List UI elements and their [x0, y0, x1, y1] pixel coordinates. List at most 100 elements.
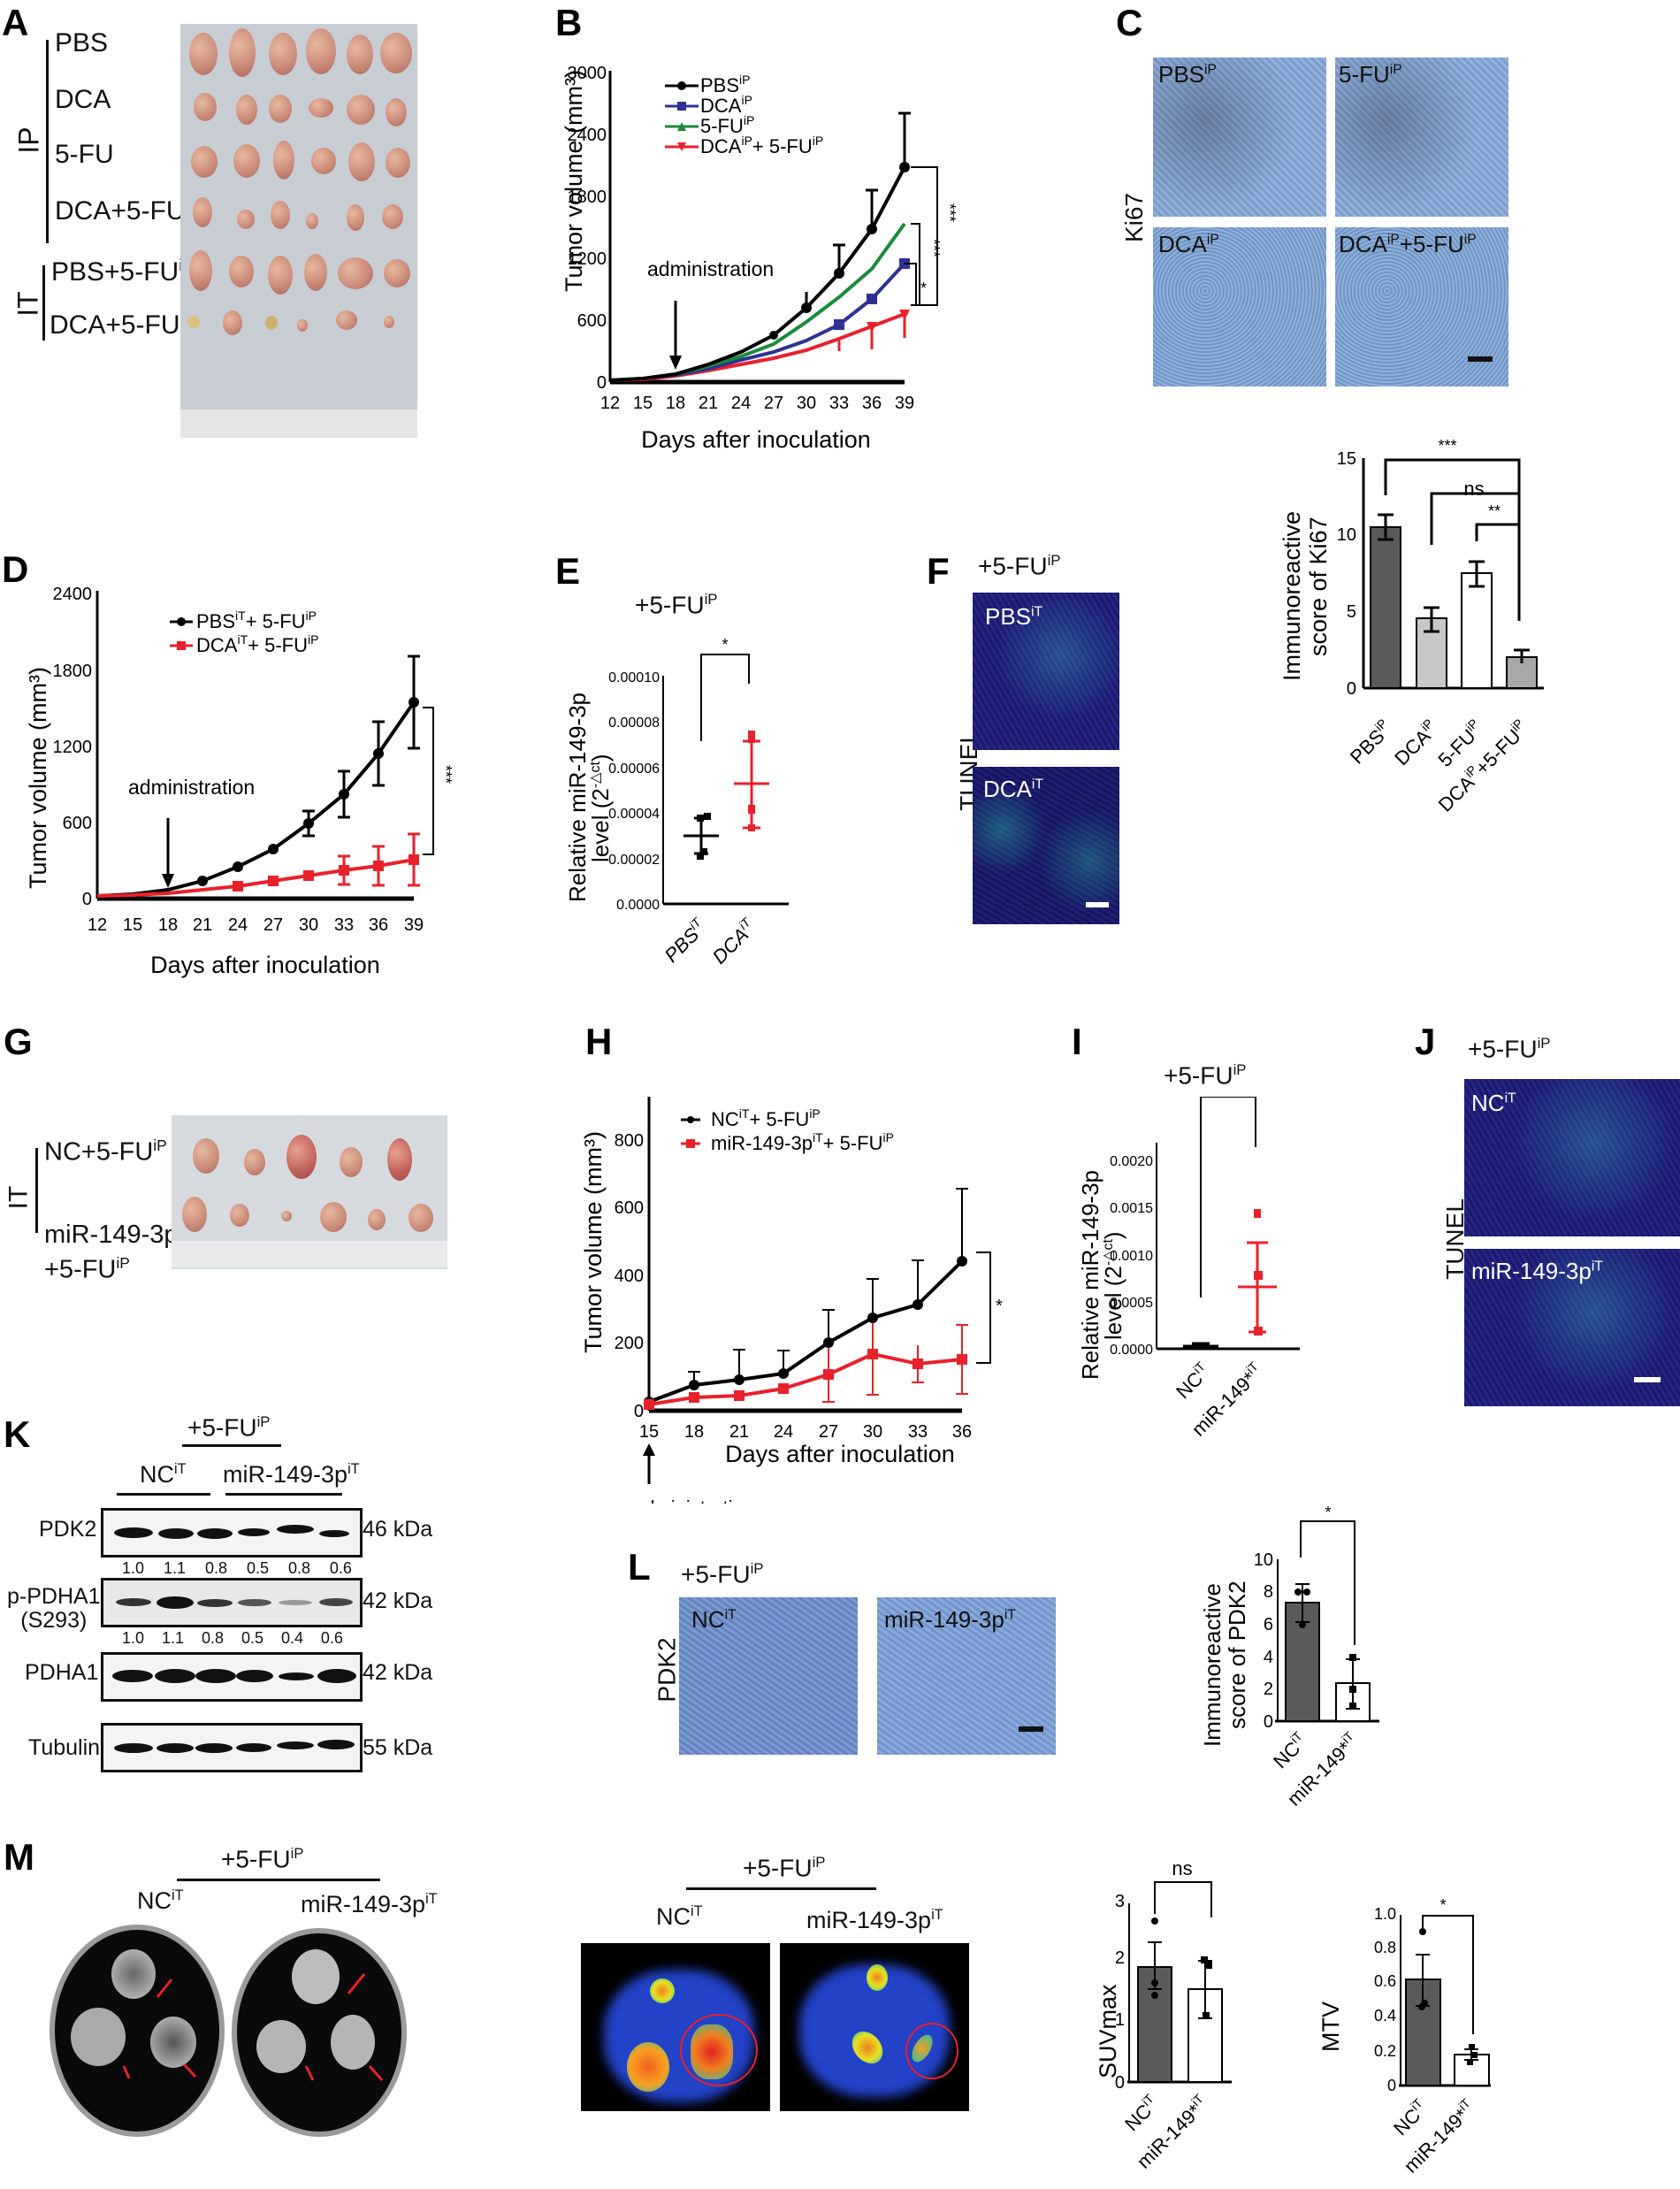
- svg-text:0.00004: 0.00004: [608, 807, 660, 822]
- svg-text:15: 15: [639, 1422, 659, 1442]
- svg-text:Days after inoculation: Days after inoculation: [641, 426, 871, 453]
- panel-label-a: A: [2, 2, 29, 43]
- svg-text:DCAiT+ 5-FUiP: DCAiT+ 5-FUiP: [196, 632, 318, 656]
- it-bracket: [35, 1148, 38, 1233]
- pet-image-mir149: [780, 1943, 969, 2111]
- group-label: NCiT: [140, 1461, 187, 1488]
- image-label: NCiT: [691, 1606, 737, 1633]
- route-it-label: IT: [11, 291, 44, 317]
- svg-text:NCiT: NCiT: [1119, 2091, 1164, 2135]
- chart-l-pdk2-score: Immunoreactive score of PDK2 0 2 4 6 8 10 * N…: [1199, 1504, 1379, 1810]
- svg-text:0.0015: 0.0015: [1110, 1201, 1153, 1216]
- svg-text:Tumor volume (mm³): Tumor volume (mm³): [561, 70, 587, 292]
- svg-text:0: 0: [1264, 1712, 1273, 1732]
- stain-label-pdk2: PDK2: [653, 1637, 681, 1703]
- ihc-image: DCAiP: [1153, 227, 1326, 387]
- svg-text:10: 10: [1337, 525, 1356, 545]
- western-blot-pdha1: [101, 1652, 363, 1702]
- svg-text:18: 18: [684, 1422, 704, 1442]
- sig-marker: *: [996, 1297, 1003, 1316]
- panel-label-m: M: [4, 1836, 34, 1878]
- svg-text:15: 15: [633, 394, 653, 413]
- svg-text:3: 3: [1115, 1892, 1125, 1911]
- mw-label: 42 kDa: [363, 1588, 433, 1613]
- svg-text:0.2: 0.2: [1374, 2042, 1396, 2060]
- svg-text:Immunoreactive: Immunoreactive: [1279, 511, 1305, 681]
- svg-text:800: 800: [615, 1131, 644, 1151]
- svg-text:36: 36: [862, 394, 882, 413]
- panel-label-j: J: [1415, 1021, 1436, 1062]
- svg-text:1.0: 1.0: [1374, 1905, 1396, 1923]
- svg-text:1200: 1200: [568, 249, 607, 269]
- svg-text:DCAiP+ 5-FUiP: DCAiP+ 5-FUiP: [700, 134, 823, 157]
- group-label: NCiT: [137, 1887, 184, 1914]
- chart-title: +5-FUiP: [1164, 1061, 1247, 1090]
- svg-text:5-FUiP: 5-FUiP: [700, 113, 754, 137]
- treatment-underline: [182, 1444, 281, 1447]
- panel-label-g: G: [4, 1021, 33, 1062]
- image-title: +5-FUiP: [978, 552, 1061, 580]
- image-label: PBSiP: [1158, 61, 1217, 88]
- sig-marker: ***: [1438, 437, 1456, 455]
- scale-bar: [1634, 1377, 1661, 1382]
- svg-text:600: 600: [63, 814, 92, 833]
- svg-text:score of Ki67: score of Ki67: [1305, 517, 1332, 656]
- route-it-label: IT: [4, 1185, 34, 1210]
- ihc-image: NCiT: [679, 1597, 858, 1755]
- svg-text:2400: 2400: [568, 126, 607, 145]
- row-label: DCA+5-FU: [55, 196, 186, 226]
- svg-text:8: 8: [1264, 1582, 1273, 1602]
- svg-text:level (2-△ct): level (2-△ct): [1100, 1231, 1126, 1340]
- mw-label: 46 kDa: [363, 1517, 433, 1542]
- quant-row: 1.0 1.1 0.8 0.5 0.8 0.6: [122, 1559, 352, 1577]
- svg-text:6: 6: [1264, 1615, 1273, 1634]
- svg-text:DCAiT: DCAiT: [706, 914, 760, 968]
- svg-text:12: 12: [600, 394, 620, 413]
- ip-bracket: [46, 40, 49, 243]
- svg-text:24: 24: [731, 394, 751, 413]
- svg-text:18: 18: [666, 394, 685, 413]
- row-label: 5-FU: [55, 140, 114, 169]
- chart-m-mtv: MTV 00.20.40.60.81.0 * NCiT miR-149*iT: [1317, 1896, 1491, 2178]
- image-label: DCAiP: [1158, 231, 1219, 257]
- svg-text:27: 27: [764, 394, 783, 413]
- treatment-underline: [177, 1879, 380, 1881]
- treatment-label: +5-FUiP: [743, 1854, 826, 1882]
- ruler: [172, 1241, 447, 1267]
- panel-label-l: L: [628, 1546, 651, 1588]
- svg-text:15: 15: [1337, 449, 1356, 469]
- svg-text:*: *: [920, 279, 927, 297]
- svg-text:0.6: 0.6: [1374, 1972, 1396, 1990]
- svg-text:10: 10: [1254, 1550, 1273, 1570]
- group-label: miR-149-3piT: [301, 1891, 438, 1917]
- panel-label-f: F: [927, 550, 950, 592]
- svg-text:36: 36: [952, 1422, 972, 1442]
- tunel-image: PBSiT: [973, 593, 1119, 750]
- row-label: PBS: [55, 28, 109, 57]
- image-title: +5-FUiP: [681, 1560, 764, 1588]
- svg-text:21: 21: [193, 915, 212, 935]
- panel-label-k: K: [4, 1413, 31, 1455]
- svg-text:33: 33: [908, 1422, 928, 1442]
- chart-i-mir149: Relative miR-149-3p level (2-△ct) 0.0000…: [1077, 1097, 1300, 1441]
- image-label: NCiT: [1471, 1090, 1516, 1116]
- image-label: miR-149-3piT: [1471, 1258, 1603, 1284]
- svg-text:1: 1: [1115, 2010, 1125, 2030]
- image-label: 5-FUiP: [1339, 61, 1402, 88]
- svg-text:36: 36: [369, 915, 388, 935]
- svg-text:Days after inoculation: Days after inoculation: [725, 1441, 955, 1467]
- protein-label: Tubulin: [28, 1735, 101, 1760]
- group-label: miR-149-3piT: [223, 1461, 360, 1488]
- svg-text:1800: 1800: [53, 662, 93, 681]
- svg-text:33: 33: [334, 915, 354, 935]
- panel-label-h: H: [585, 1021, 613, 1062]
- scale-bar: [1468, 356, 1493, 362]
- group-underline: [225, 1493, 342, 1496]
- svg-text:***: ***: [941, 203, 958, 222]
- chart-h-tumor-volume: Tumor volume (mm³) 0 200 400 600 800 15 18 21 2…: [580, 1097, 1003, 1504]
- tunel-image: DCAiT: [973, 767, 1119, 924]
- svg-text:0: 0: [597, 373, 607, 393]
- group-label: miR-149-3piT: [806, 1907, 943, 1933]
- western-blot-p-pdha1: [101, 1578, 363, 1627]
- image-label: PBSiT: [985, 603, 1043, 630]
